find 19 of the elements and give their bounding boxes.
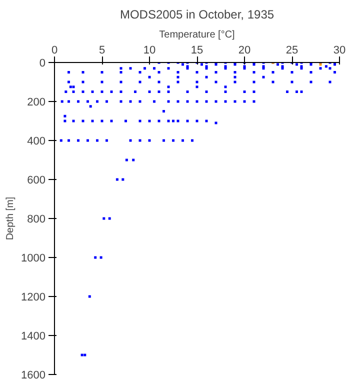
x-tick-label: 25: [286, 44, 298, 56]
y-tick-label: 800: [27, 214, 46, 226]
y-axis-title: Depth [m]: [5, 196, 16, 240]
x-tick-label: 30: [333, 44, 346, 56]
x-tick-label: 15: [190, 44, 204, 56]
y-tick-label: 400: [27, 136, 46, 148]
y-tick-label: 1400: [21, 330, 46, 342]
x-tick-label: 10: [143, 44, 156, 56]
x-tick-label: 5: [98, 44, 106, 56]
x-tick-label: 0: [51, 44, 58, 56]
x-tick-label: 20: [238, 44, 251, 56]
y-tick-label: 1600: [21, 370, 46, 382]
y-tick-label: 600: [27, 174, 46, 186]
y-tick-label: 200: [27, 96, 46, 108]
y-tick-label: 0: [39, 58, 46, 70]
y-tick-label: 1000: [21, 252, 46, 264]
y-tick-label: 1200: [21, 292, 46, 304]
x-axis-title: Temperature [°C]: [159, 30, 236, 40]
chart-title: MODS2005 in October, 1935: [120, 8, 274, 22]
